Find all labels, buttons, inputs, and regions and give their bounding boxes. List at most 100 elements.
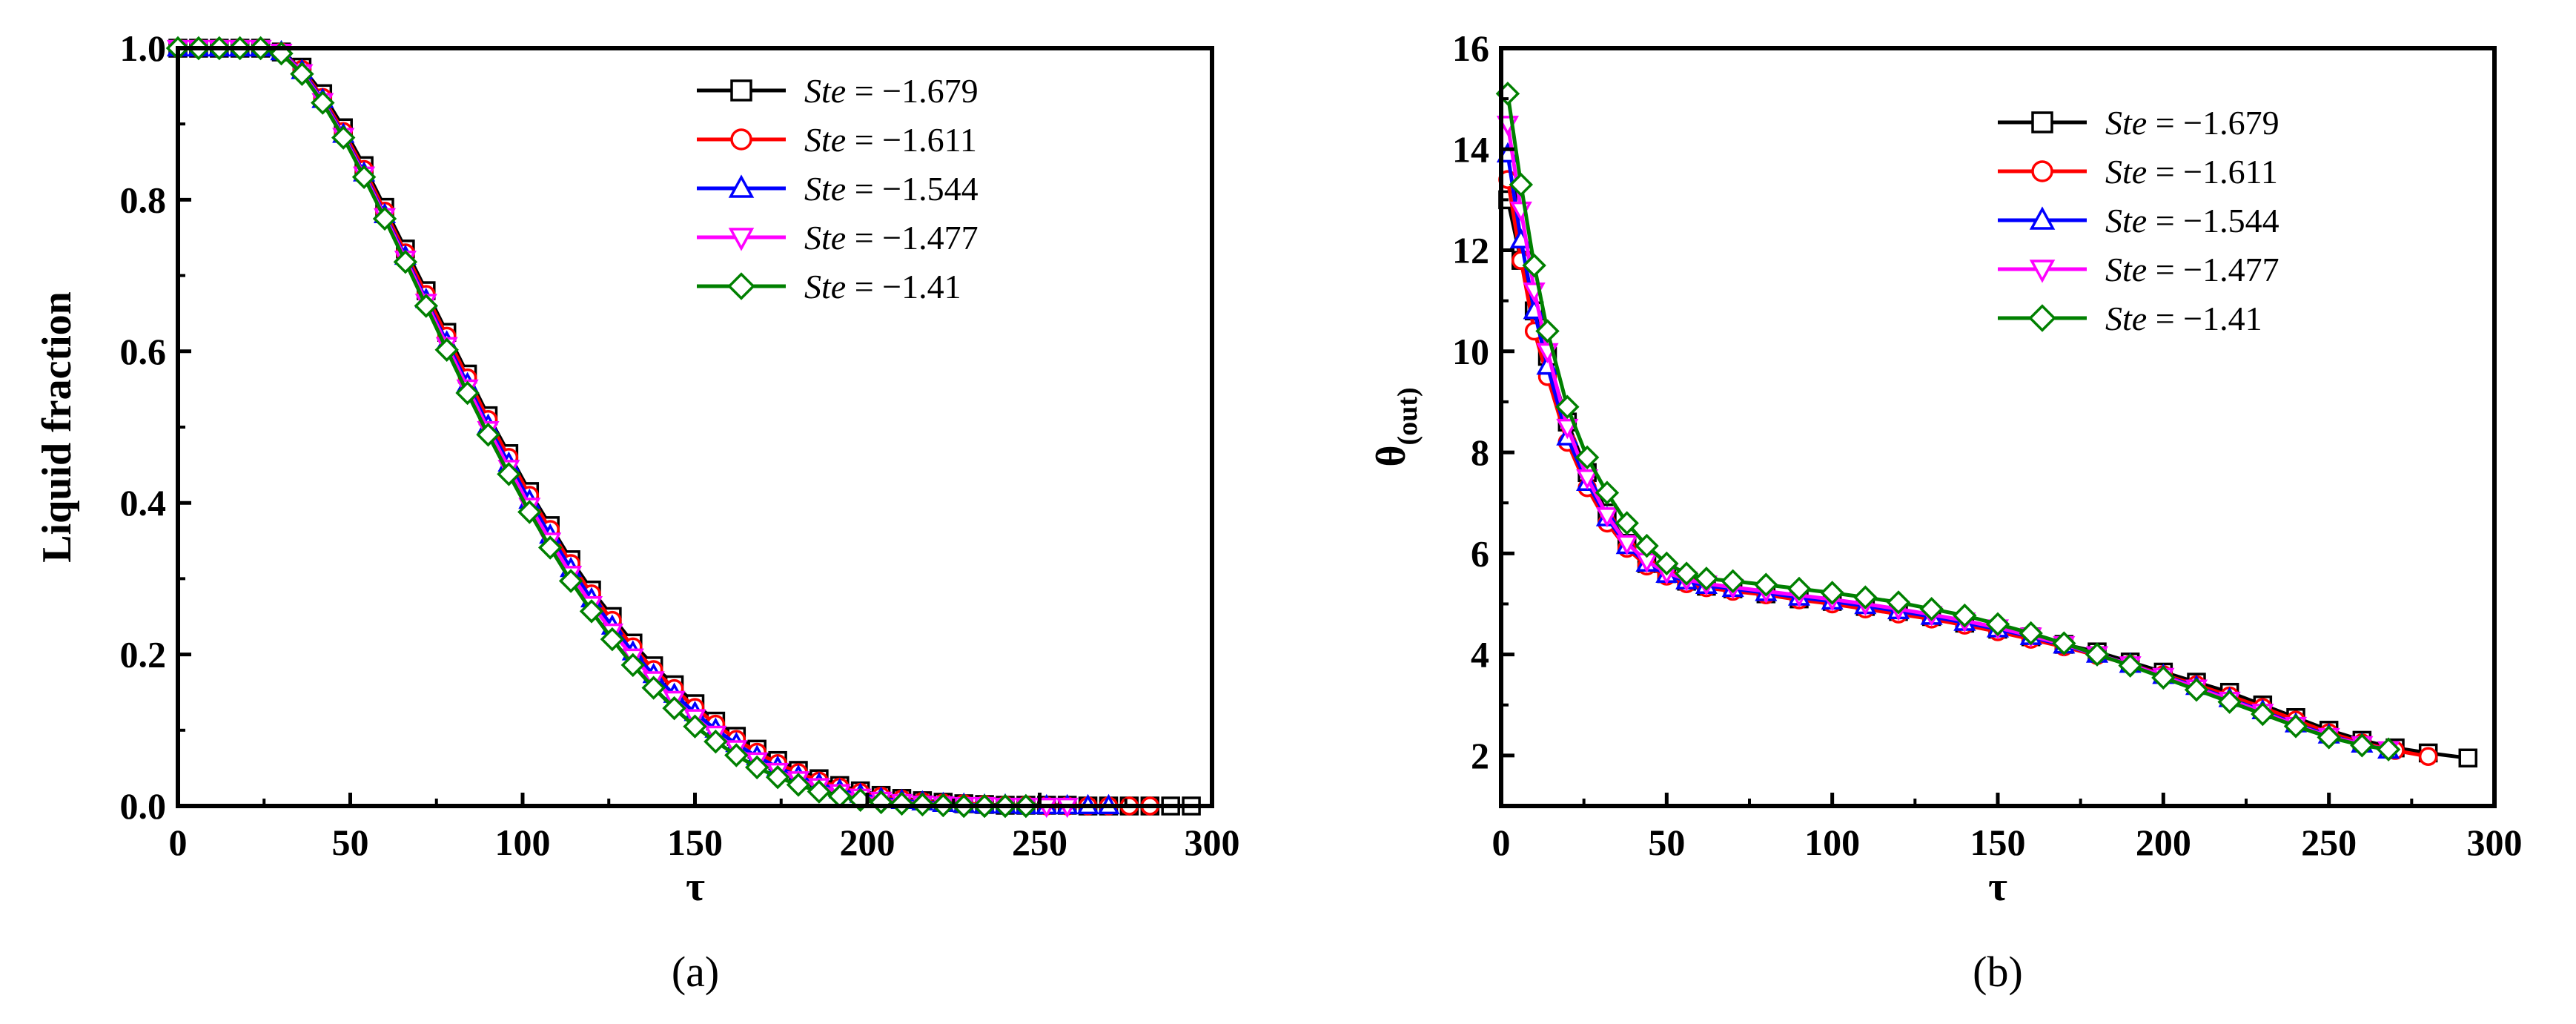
panel-a-legend: Ste = −1.679 Ste = −1.611 Ste = −1.544 Ste …	[697, 72, 979, 305]
panel-b-ytick-label-6: 14	[1452, 128, 1489, 170]
panel-b-series-4-point-4	[1555, 394, 1580, 419]
panel-a-legend-marker-2	[728, 174, 755, 198]
panel-b-series-4-point-13	[1754, 572, 1778, 597]
panel-b-legend-value-1: = −1.611	[2147, 153, 2278, 191]
panel-b-legend-label-3: Ste = −1.477	[2105, 251, 2279, 288]
panel-a-series-4-point-17	[517, 500, 542, 524]
panel-b-legend-var-4: Ste	[2105, 300, 2147, 337]
panel-b-legend-marker-2	[2029, 206, 2056, 230]
panel-b-legend-item-0: Ste = −1.679	[1998, 104, 2279, 142]
panel-a-series-4-point-24	[662, 696, 686, 721]
panel-b-legend-value-2: = −1.544	[2147, 202, 2279, 240]
panel-b-series-3-point-4	[1556, 418, 1579, 440]
panel-a-legend-label-0: Ste = −1.679	[804, 72, 979, 110]
panel-b-ytick-label-1: 4	[1471, 634, 1489, 675]
panel-a-xtick-label-0: 0	[169, 822, 188, 863]
panel-a-legend-value-4: = −1.41	[846, 268, 961, 305]
panel-b-series-4-point-20	[1985, 612, 2010, 636]
panel-a-series-4-point-19	[558, 569, 583, 593]
panel-b-legend-item-4: Ste = −1.41	[1998, 300, 2262, 337]
panel-b-series-4-point-6	[1595, 480, 1620, 505]
panel-b-xtick-label-5: 250	[2301, 822, 2357, 863]
panel-b-series-4-point-16	[1853, 585, 1878, 610]
panel-b-ytick-label-7: 16	[1452, 27, 1489, 69]
panel-b-xlabel: τ	[1988, 864, 2007, 910]
panel-b-series-4-point-12	[1721, 569, 1745, 594]
panel-b-series-3-point-7	[1615, 535, 1638, 555]
panel-a-caption: (a)	[672, 948, 719, 996]
panel-a-legend-value-3: = −1.477	[846, 219, 978, 257]
panel-b-series-1-point-33	[2418, 747, 2438, 766]
panel-b-series-4-point-19	[1953, 603, 1977, 628]
panel-a-legend-value-1: = −1.611	[846, 121, 977, 159]
panel-b-series-4-point-2	[1522, 253, 1546, 278]
panel-b-series-4-point-15	[1820, 581, 1844, 605]
panel-a-xtick-label-6: 300	[1185, 822, 1240, 863]
panel-a-series-4-point-21	[600, 627, 625, 652]
panel-a-ytick-label-2: 0.4	[120, 482, 167, 523]
panel-b-series-4-point-3	[1535, 319, 1560, 343]
panel-b-xtick-label-6: 300	[2467, 822, 2523, 863]
panel-b-legend-value-0: = −1.679	[2147, 104, 2279, 142]
panel-b-ytick-label-2: 6	[1471, 532, 1489, 574]
panel-b-legend-item-1: Ste = −1.611	[1998, 153, 2278, 191]
panel-a-series-4-point-27	[724, 743, 749, 767]
panel-b-ylabel-main: θ	[1368, 445, 1414, 466]
panel-b-legend-value-4: = −1.41	[2147, 300, 2262, 337]
panel-a-ytick-label-0: 0.0	[120, 785, 167, 827]
panel-b-series-4-point-8	[1635, 533, 1659, 558]
panel-a-series-4-point-14	[455, 380, 480, 406]
panel-a-series-4-point-29	[765, 764, 790, 790]
panel-a-ytick-label-5: 1.0	[120, 27, 167, 69]
panel-a-legend-marker-4	[727, 272, 755, 300]
panel-b-legend-item-2: Ste = −1.544	[1998, 202, 2279, 240]
panel-a-series-4-point-35	[890, 791, 914, 816]
panel-b-series-0-point-34	[2458, 748, 2478, 768]
panel-b-series-4-point-17	[1886, 590, 1911, 615]
panel-b-series-4-point-10	[1674, 561, 1699, 586]
panel-b-xtick-label-3: 150	[1970, 822, 2026, 863]
panel-a-series-4-point-20	[579, 599, 604, 624]
panel-b-caption: (b)	[1973, 948, 2023, 996]
panel-a-series-4-point-10	[372, 206, 397, 231]
panel-b-legend-var-2: Ste	[2105, 202, 2147, 240]
panel-a-legend-value-2: = −1.544	[846, 170, 978, 208]
panel-b-legend-var-1: Ste	[2105, 153, 2147, 191]
chart-panel-a: 0 50 100 150 200 250 300 0.0 0.2 0.4 0.6 0.8 1.0 Liq…	[34, 27, 1240, 996]
panel-b-legend-marker-3	[2029, 260, 2056, 283]
panel-a-legend-marker-3	[728, 228, 755, 251]
panel-a-series-4-point-22	[620, 653, 646, 678]
panel-a-ylabel: Liquid fraction	[34, 291, 80, 563]
panel-b-ticks: 0 50 100 150 200 250 300 2 4 6 8 10 12 14 16	[1452, 27, 2523, 863]
panel-b-series	[1495, 82, 2478, 768]
panel-a-series-4-point-15	[476, 422, 500, 447]
panel-a-legend-label-2: Ste = −1.544	[804, 170, 979, 208]
panel-b-ytick-label-5: 12	[1452, 230, 1489, 271]
panel-b-series-4-point-9	[1655, 551, 1679, 576]
panel-b-legend-marker-1	[2031, 160, 2053, 182]
panel-a-legend-label-3: Ste = −1.477	[804, 219, 979, 257]
panel-b-series-1-line	[1506, 179, 2429, 759]
panel-a-series-4-point-6	[290, 62, 314, 86]
panel-a-series-4-point-23	[641, 675, 666, 700]
panel-a-legend-value-0: = −1.679	[846, 72, 978, 110]
panel-a-legend-label-4: Ste = −1.41	[804, 268, 961, 305]
panel-a-series-4-point-11	[393, 249, 418, 274]
panel-b-series-4-point-31	[2350, 733, 2374, 758]
panel-b-legend-label-2: Ste = −1.544	[2105, 202, 2279, 240]
panel-a-legend-marker-0	[730, 79, 752, 102]
panel-a-legend-marker-1	[730, 128, 752, 151]
panel-b-series-4-point-29	[2283, 714, 2308, 739]
panel-b-ytick-label-0: 2	[1471, 735, 1489, 776]
panel-b-legend-marker-0	[2031, 111, 2053, 133]
panel-a-xtick-label-3: 150	[667, 822, 723, 863]
panel-b-legend-item-3: Ste = −1.477	[1998, 251, 2279, 288]
panel-a-xtick-label-1: 50	[332, 822, 369, 863]
panel-a-series-4-point-7	[311, 90, 335, 115]
panel-a-series-4-point-28	[744, 755, 769, 780]
panel-b-series-4-point-7	[1615, 511, 1639, 535]
panel-b-legend-value-3: = −1.477	[2147, 251, 2279, 288]
panel-b-xtick-label-4: 200	[2136, 822, 2191, 863]
panel-a-series-4-point-26	[703, 729, 728, 754]
panel-a-legend-var-2: Ste	[804, 170, 846, 208]
